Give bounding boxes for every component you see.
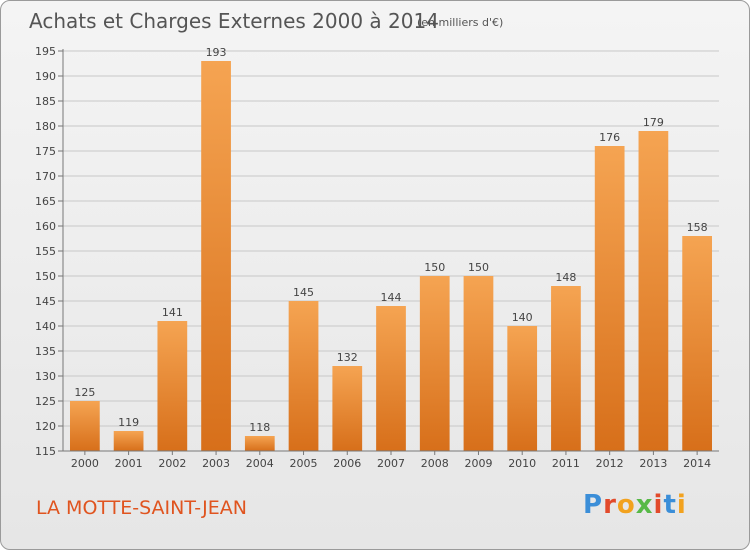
x-tick-label: 2006: [333, 457, 361, 470]
x-tick-label: 2010: [508, 457, 536, 470]
y-tick-label: 150: [35, 270, 56, 283]
bar-value-label: 148: [555, 271, 576, 284]
logo-letter: i: [676, 490, 687, 520]
bar-value-label: 141: [162, 306, 183, 319]
bar-2009: [463, 276, 494, 451]
bar-2008: [419, 276, 450, 451]
bar-value-label: 158: [687, 221, 708, 234]
bar-2012: [594, 146, 625, 451]
y-tick-label: 185: [35, 95, 56, 108]
bar-2010: [507, 326, 538, 451]
x-axis: 2000 2001 2002 2003 2004 2005 2006 2007 2008 2009…: [63, 450, 719, 470]
x-tick-label: 2002: [158, 457, 186, 470]
x-tick-label: 2005: [290, 457, 318, 470]
y-tick-label: 165: [35, 195, 56, 208]
y-tick-label: 190: [35, 70, 56, 83]
bar-value-label: 150: [468, 261, 489, 274]
bar-2014: [682, 236, 713, 451]
y-tick-label: 160: [35, 220, 56, 233]
logo-letter: r: [603, 490, 617, 520]
bar-2001: [113, 431, 144, 451]
y-tick-label: 135: [35, 345, 56, 358]
bar-2002: [157, 321, 188, 451]
bar-value-label: 176: [599, 131, 620, 144]
y-tick-label: 125: [35, 395, 56, 408]
y-tick-label: 140: [35, 320, 56, 333]
bar-value-label: 150: [424, 261, 445, 274]
x-tick-label: 2013: [639, 457, 667, 470]
x-tick-label: 2011: [552, 457, 580, 470]
logo-letter: P: [583, 490, 604, 520]
bar-2005: [288, 301, 319, 451]
bars: [69, 61, 713, 451]
x-tick-label: 2009: [464, 457, 492, 470]
y-tick-label: 130: [35, 370, 56, 383]
bar-value-label: 140: [512, 311, 533, 324]
bar-2011: [551, 286, 581, 451]
bar-2007: [376, 306, 406, 451]
logo-letter: t: [663, 490, 677, 520]
bar-value-label: 193: [206, 46, 227, 59]
x-tick-label: 2004: [246, 457, 274, 470]
bar-2004: [244, 436, 275, 451]
proxiti-logo: Proxiti: [583, 490, 687, 520]
y-tick-label: 175: [35, 145, 56, 158]
chart-subtitle: (en milliers d'€): [417, 16, 504, 29]
x-tick-label: 2001: [115, 457, 143, 470]
logo-letter: x: [635, 490, 654, 520]
logo-letter: o: [616, 490, 636, 520]
bar-value-label: 118: [249, 421, 270, 434]
y-tick-label: 120: [35, 420, 56, 433]
y-tick-label: 145: [35, 295, 56, 308]
x-tick-label: 2003: [202, 457, 230, 470]
bar-value-label: 179: [643, 116, 664, 129]
bar-value-label: 144: [381, 291, 402, 304]
y-tick-label: 170: [35, 170, 56, 183]
y-tick-label: 195: [35, 45, 56, 58]
bar-2003: [201, 61, 231, 451]
x-tick-label: 2000: [71, 457, 99, 470]
logo-letter: i: [653, 490, 664, 520]
x-tick-label: 2012: [596, 457, 624, 470]
chart-title: Achats et Charges Externes 2000 à 2014: [29, 9, 439, 33]
bar-2000: [69, 401, 100, 451]
y-tick-label: 180: [35, 120, 56, 133]
bar-2013: [638, 131, 669, 451]
bar-value-label: 132: [337, 351, 358, 364]
bar-value-label: 119: [118, 416, 139, 429]
bar-2006: [332, 366, 363, 451]
x-tick-label: 2007: [377, 457, 405, 470]
x-tick-label: 2014: [683, 457, 711, 470]
bar-value-label: 145: [293, 286, 314, 299]
commune-name: LA MOTTE-SAINT-JEAN: [36, 497, 247, 519]
y-tick-label: 155: [35, 245, 56, 258]
bar-value-labels: 125 119 141 193 118 145 132 144 150 150 140 148 176 1…: [74, 46, 707, 434]
y-axis: 115 120 125 130 135 140 145 150 155 160 165 170 175 1…: [35, 45, 64, 458]
x-tick-label: 2008: [421, 457, 449, 470]
bar-value-label: 125: [74, 386, 95, 399]
y-tick-label: 115: [35, 445, 56, 458]
